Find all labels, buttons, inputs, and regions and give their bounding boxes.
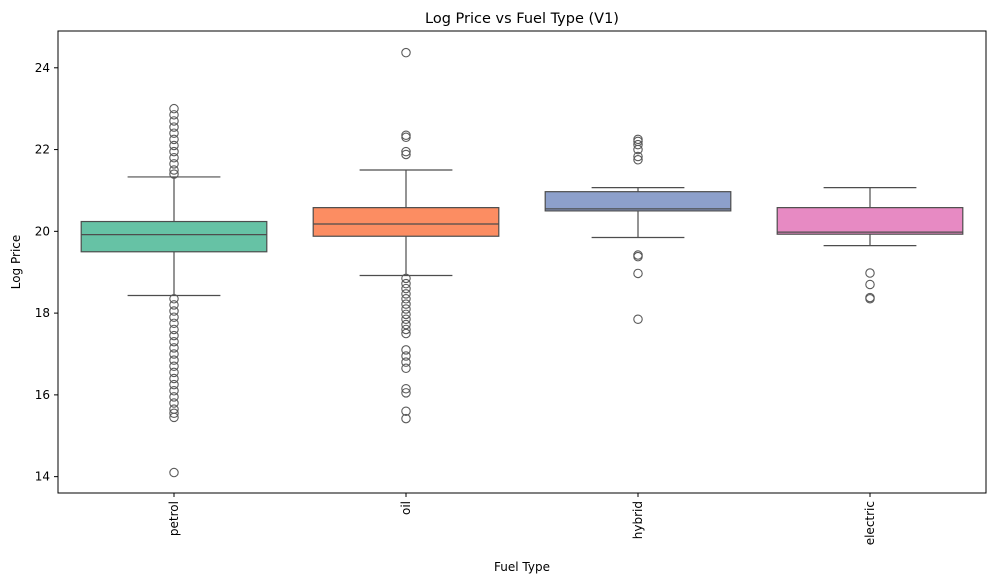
- outlier-point: [169, 379, 179, 390]
- outlier-point: [169, 294, 179, 304]
- outlier-point: [401, 309, 411, 320]
- outlier-point: [633, 155, 643, 165]
- outlier-point: [169, 146, 179, 157]
- outlier-point: [169, 318, 179, 329]
- outlier-point: [633, 314, 643, 324]
- outlier-point: [401, 273, 411, 284]
- outlier-point: [401, 345, 411, 355]
- outlier-point: [169, 349, 179, 359]
- box-series: [80, 47, 964, 478]
- outlier-point: [169, 355, 179, 365]
- outlier-point: [169, 134, 179, 145]
- y-tick-label: 24: [35, 61, 50, 75]
- outlier-point: [169, 169, 179, 179]
- outlier-point: [401, 146, 411, 157]
- outlier-point: [169, 122, 179, 132]
- outlier-point: [633, 139, 643, 150]
- outlier-point: [169, 306, 179, 316]
- outlier-point: [169, 367, 179, 378]
- outlier-point: [401, 388, 411, 398]
- outlier-point: [169, 412, 179, 423]
- x-tick-label-electric: electric: [863, 501, 877, 545]
- outlier-point: [169, 165, 179, 175]
- outlier-point: [401, 413, 411, 424]
- outlier-point: [865, 268, 875, 278]
- outlier-point: [401, 319, 411, 330]
- outlier-point: [169, 300, 179, 310]
- outlier-point: [169, 343, 179, 353]
- y-axis: 14 16 18 20 22 24: [35, 61, 58, 484]
- outlier-point: [865, 279, 875, 290]
- outlier-point: [401, 132, 411, 143]
- outlier-point: [401, 304, 411, 314]
- y-axis-label: Log Price: [9, 235, 23, 290]
- box-hybrid: [544, 134, 732, 324]
- box-electric: [776, 186, 964, 304]
- y-tick-label: 18: [35, 306, 50, 320]
- outlier-point: [401, 406, 411, 416]
- outlier-point: [401, 363, 411, 374]
- outlier-point: [401, 283, 411, 294]
- outlier-point: [401, 357, 411, 367]
- outlier-point: [169, 110, 179, 120]
- outlier-point: [401, 299, 411, 309]
- outlier-point: [169, 152, 179, 163]
- y-tick-label: 16: [35, 388, 50, 402]
- outlier-point: [169, 324, 179, 335]
- iqr-box: [80, 220, 268, 253]
- outlier-point: [169, 386, 179, 396]
- plot-area: [57, 30, 987, 494]
- outlier-point: [401, 47, 411, 58]
- box-oil: [312, 47, 500, 424]
- outlier-point: [169, 128, 179, 138]
- y-tick-label: 20: [35, 224, 50, 238]
- outlier-point: [633, 144, 643, 155]
- y-tick-label: 22: [35, 143, 50, 157]
- outlier-point: [169, 373, 179, 384]
- outlier-point: [169, 361, 179, 372]
- outlier-point: [169, 103, 179, 114]
- outlier-point: [865, 294, 875, 304]
- outlier-point: [633, 151, 643, 162]
- outlier-point: [401, 278, 411, 289]
- chart-title: Log Price vs Fuel Type (V1): [425, 11, 619, 27]
- outlier-point: [401, 314, 411, 324]
- outlier-point: [169, 140, 179, 151]
- outlier-point: [401, 351, 411, 361]
- outlier-point: [169, 398, 179, 408]
- outlier-point: [401, 324, 411, 335]
- x-axis-label: Fuel Type: [494, 560, 550, 574]
- outlier-point: [633, 268, 643, 279]
- iqr-box: [312, 207, 500, 237]
- x-tick-label-oil: oil: [399, 501, 413, 515]
- x-tick-label-hybrid: hybrid: [631, 501, 645, 539]
- outlier-point: [169, 330, 179, 341]
- x-axis: petrol oil hybrid electric: [167, 493, 877, 545]
- box-petrol: [80, 103, 268, 478]
- outlier-point: [169, 408, 179, 419]
- outlier-point: [169, 116, 179, 126]
- outlier-point: [169, 392, 179, 402]
- outlier-point: [401, 294, 411, 304]
- outlier-point: [633, 251, 643, 262]
- outlier-point: [169, 159, 179, 169]
- outlier-point: [401, 383, 411, 394]
- x-tick-label-petrol: petrol: [167, 501, 181, 536]
- outlier-point: [169, 312, 179, 322]
- outlier-point: [169, 467, 179, 478]
- outlier-point: [401, 149, 411, 160]
- y-tick-label: 14: [35, 470, 50, 484]
- outlier-point: [401, 289, 411, 299]
- iqr-box: [776, 207, 964, 235]
- outlier-point: [169, 336, 179, 347]
- iqr-box: [544, 191, 732, 212]
- outlier-point: [401, 328, 411, 339]
